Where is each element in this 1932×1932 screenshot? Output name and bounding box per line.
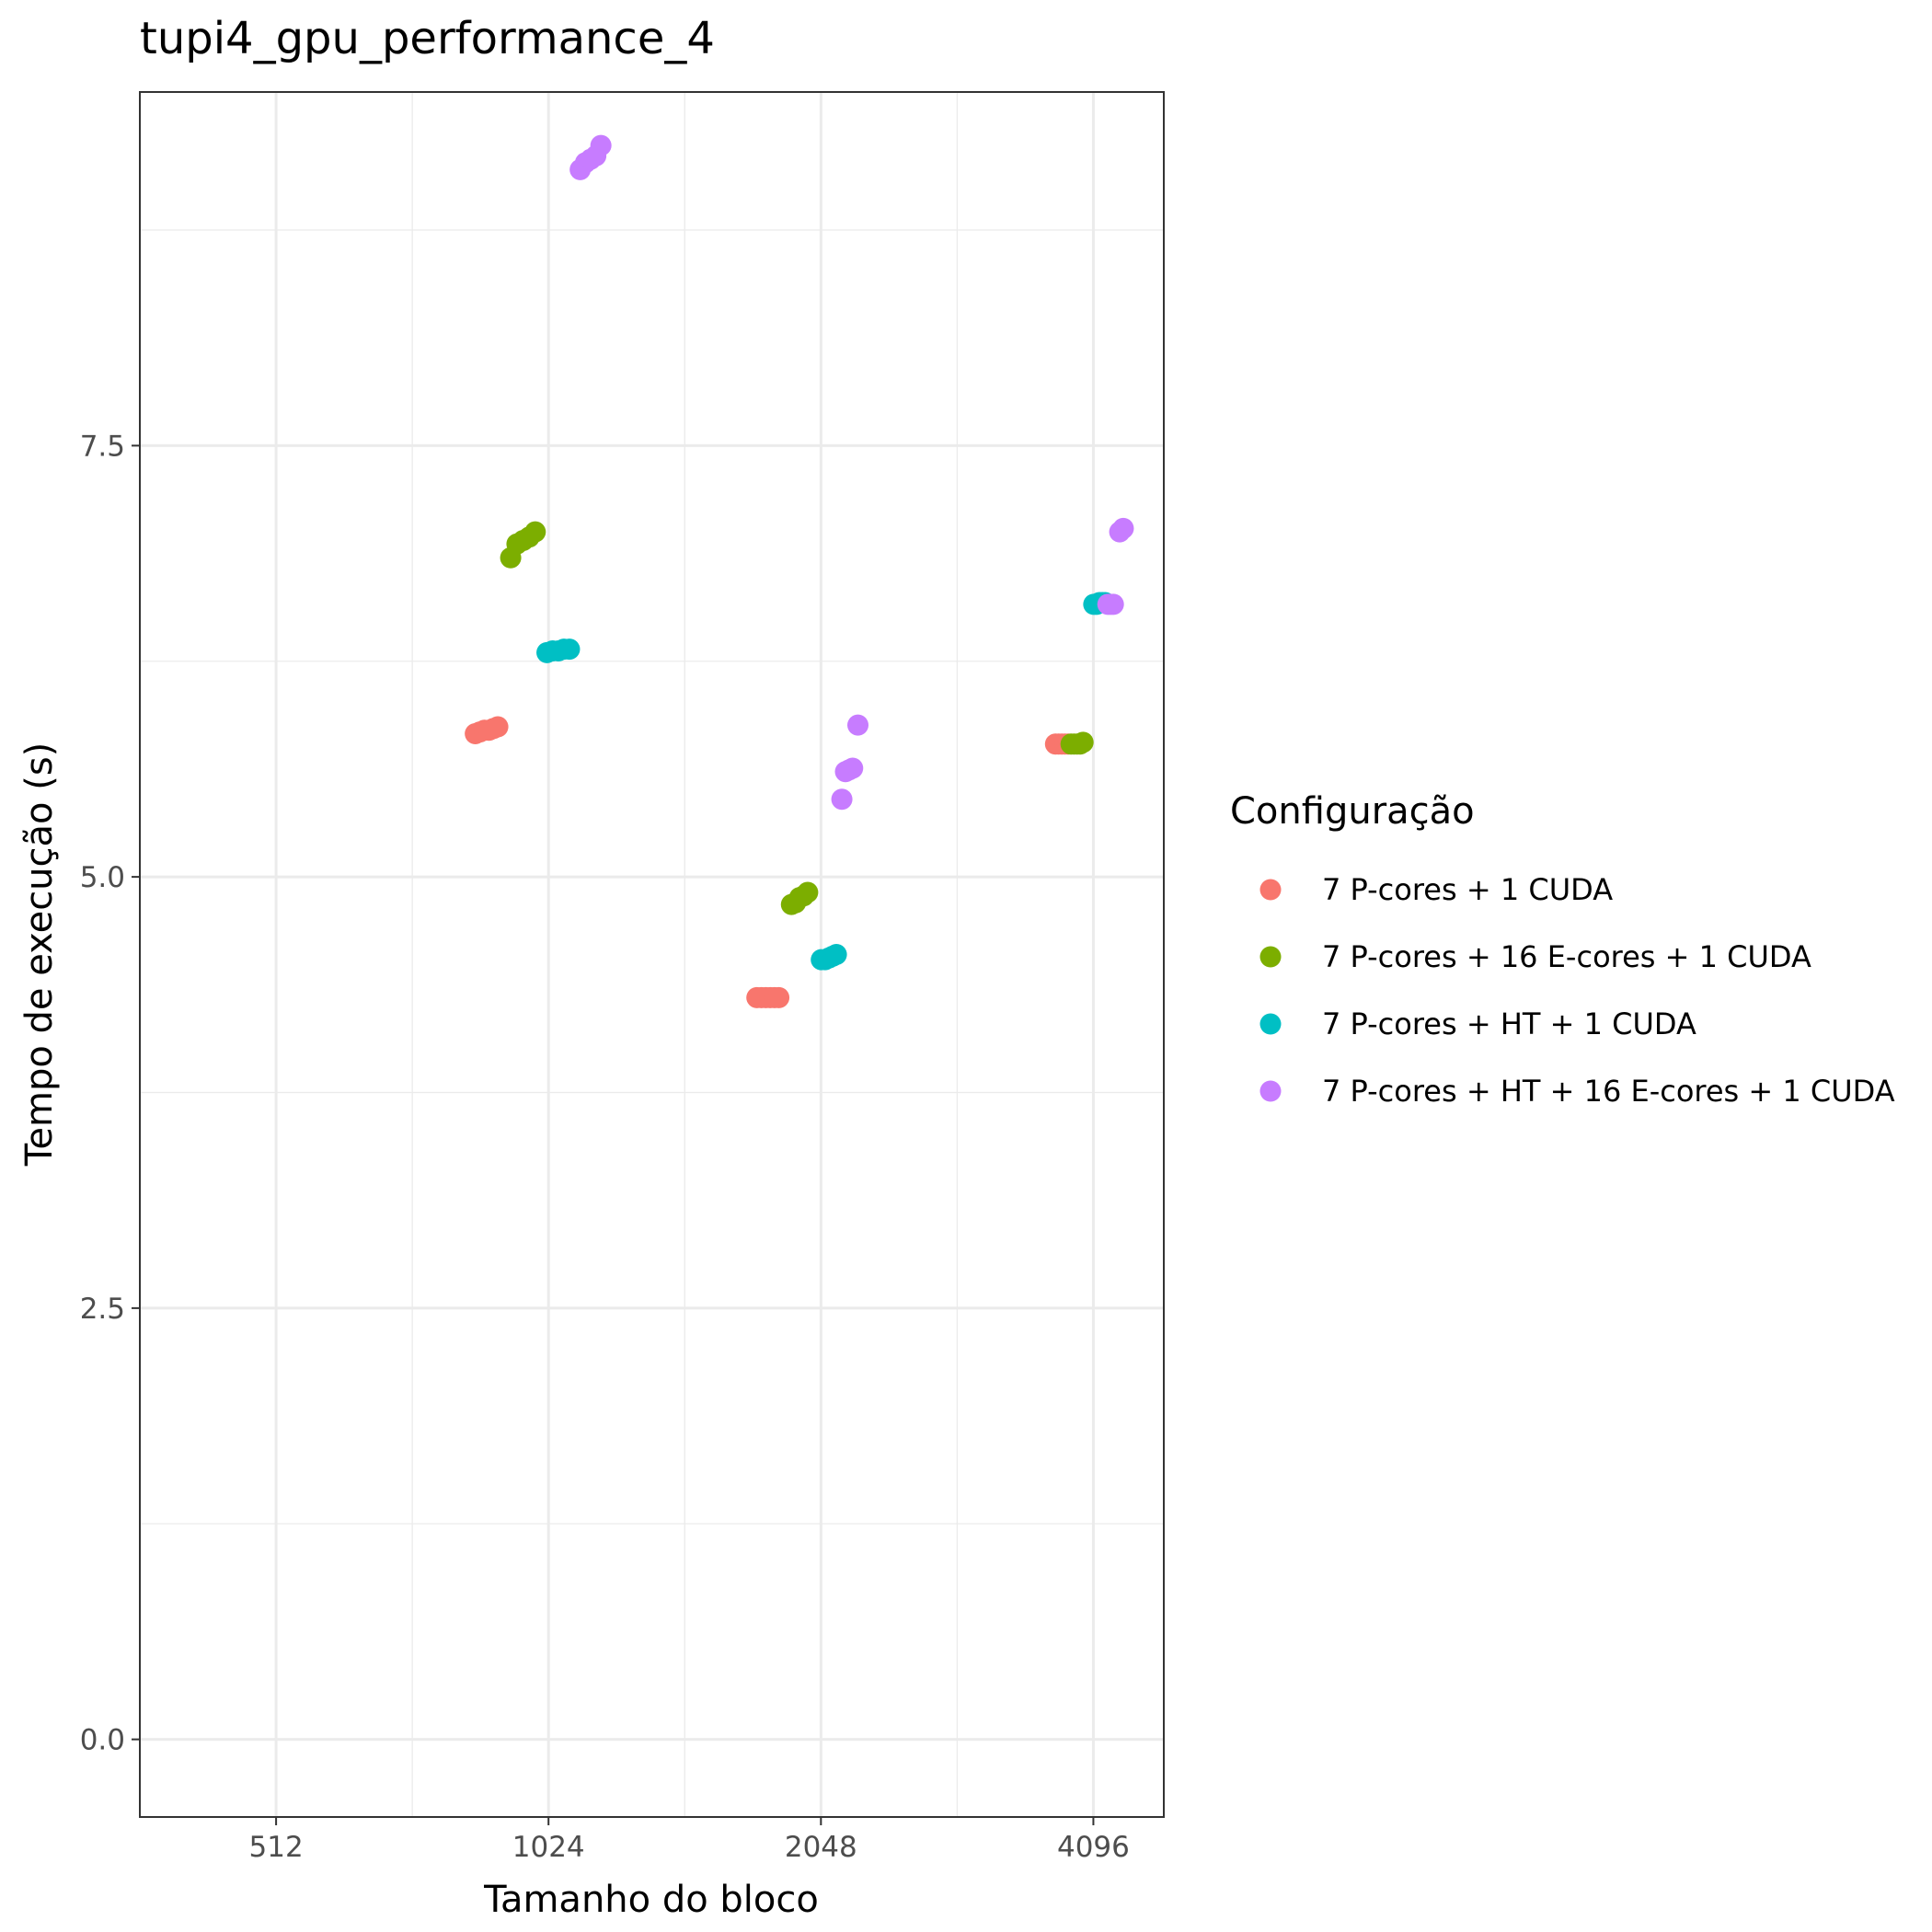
plot-border — [139, 91, 1165, 1818]
data-point — [831, 788, 853, 811]
x-axis: 512 1024 2048 4096 — [249, 1817, 1130, 1864]
legend-key — [1259, 946, 1282, 968]
y-axis-title: Tempo de execução (s) — [18, 742, 61, 1167]
series-2 — [500, 521, 1094, 915]
data-point — [1112, 517, 1134, 539]
data-point — [847, 714, 869, 736]
x-tick-label: 1024 — [512, 1831, 585, 1864]
legend: Configuração 7 P-cores + 1 CUDA 7 P-cores… — [1230, 790, 1895, 1109]
series-4 — [569, 134, 1134, 811]
data-point — [524, 521, 546, 543]
plot-panel — [140, 92, 1164, 1817]
data-point — [825, 944, 847, 965]
data-point — [590, 134, 612, 156]
legend-label: 7 P-cores + 1 CUDA — [1322, 872, 1613, 907]
y-axis: 0.0 2.5 5.0 7.5 — [80, 430, 140, 1757]
legend-label: 7 P-cores + 16 E-cores + 1 CUDA — [1322, 939, 1811, 974]
data-point — [558, 638, 581, 661]
legend-label: 7 P-cores + HT + 16 E-cores + 1 CUDA — [1322, 1074, 1895, 1109]
data-points — [465, 134, 1134, 1008]
legend-key — [1259, 1013, 1282, 1035]
chart-title: tupi4_gpu_performance_4 — [140, 13, 715, 64]
data-point — [487, 716, 509, 738]
data-point — [768, 986, 790, 1008]
x-tick-label: 2048 — [785, 1831, 857, 1864]
y-tick-label: 0.0 — [80, 1724, 125, 1757]
data-point — [842, 757, 864, 779]
x-tick-label: 4096 — [1057, 1831, 1130, 1864]
y-tick-label: 2.5 — [80, 1293, 125, 1326]
legend-key — [1259, 879, 1282, 901]
legend-title: Configuração — [1230, 790, 1475, 833]
x-tick-label: 512 — [249, 1831, 304, 1864]
data-point — [1102, 593, 1124, 615]
x-axis-title: Tamanho do bloco — [483, 1879, 819, 1921]
y-tick-label: 5.0 — [80, 861, 125, 894]
data-point — [797, 881, 819, 903]
y-tick-label: 7.5 — [80, 430, 125, 463]
data-point — [1072, 731, 1094, 753]
legend-label: 7 P-cores + HT + 1 CUDA — [1322, 1006, 1696, 1041]
legend-key — [1259, 1080, 1282, 1102]
